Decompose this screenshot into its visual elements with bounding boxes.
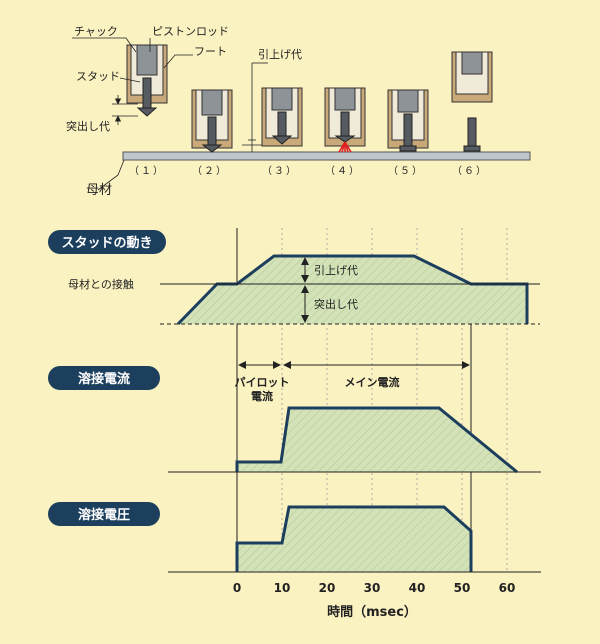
pilot-label: パイロット: [235, 376, 290, 389]
step-2-label: （２）: [192, 165, 228, 177]
step-6-illustration: [451, 51, 493, 152]
tick-60: 60: [499, 581, 516, 595]
arc-icon: [338, 141, 352, 153]
tick-30: 30: [364, 581, 381, 595]
process-illustration: チャック ピストンロッド フート スタッド 突出し代 引上げ代 母材 （１） （…: [66, 25, 531, 198]
tick-40: 40: [409, 581, 426, 595]
step-5-label: （５）: [388, 165, 424, 177]
tick-0: 0: [233, 581, 241, 595]
time-axis-label: 時間（msec）: [327, 604, 417, 620]
chuck-label: チャック: [74, 25, 118, 38]
step-4-illustration: [324, 87, 366, 153]
tick-20: 20: [319, 581, 336, 595]
stud-motion-title: スタッドの動き: [61, 235, 152, 251]
timing-chart: スタッドの動き 母材との接触 引上げ代 突出し代 溶接電流 パイロット 電流 メ…: [48, 228, 541, 620]
weld-voltage-title: 溶接電圧: [78, 507, 130, 523]
step-3-label: （３）: [262, 165, 298, 177]
weld-current-pill: [48, 366, 160, 390]
base-plate: [122, 151, 531, 161]
weld-voltage-panel: 溶接電圧: [48, 502, 541, 573]
weld-current-title: 溶接電流: [78, 371, 130, 387]
step-3-illustration: [261, 87, 303, 147]
step-2-illustration: [191, 89, 233, 153]
step-6-label: （６）: [452, 165, 488, 177]
piston-rod-label: ピストンロッド: [152, 25, 229, 38]
foot-label: フート: [194, 45, 227, 58]
base-material-label: 母材: [86, 183, 112, 198]
weld-voltage-line: [235, 505, 473, 572]
stud-motion-panel: スタッドの動き 母材との接触 引上げ代 突出し代: [48, 230, 540, 326]
base-contact-label: 母材との接触: [68, 277, 134, 291]
pilot-label-2: 電流: [251, 389, 273, 403]
lift-label: 引上げ代: [314, 263, 358, 277]
weld-current-panel: 溶接電流 パイロット 電流 メイン電流: [48, 361, 541, 474]
lift-label-top: 引上げ代: [258, 47, 302, 61]
time-axis: 0 10 20 30 40 50 60 時間（msec）: [233, 581, 516, 620]
protrusion-label-chart: 突出し代: [314, 297, 358, 311]
step-4-label: （４）: [325, 165, 361, 177]
step-1-illustration: [126, 44, 168, 117]
protrusion-label: 突出し代: [66, 119, 110, 133]
tick-10: 10: [274, 581, 291, 595]
step-1-label: （１）: [129, 165, 165, 177]
stud-motion-pill: [48, 230, 166, 254]
stud-label: スタッド: [76, 70, 120, 83]
tick-50: 50: [454, 581, 471, 595]
step-5-illustration: [387, 89, 429, 152]
main-current-label: メイン電流: [345, 375, 400, 389]
weld-current-line: [235, 406, 518, 474]
weld-voltage-pill: [48, 502, 160, 526]
